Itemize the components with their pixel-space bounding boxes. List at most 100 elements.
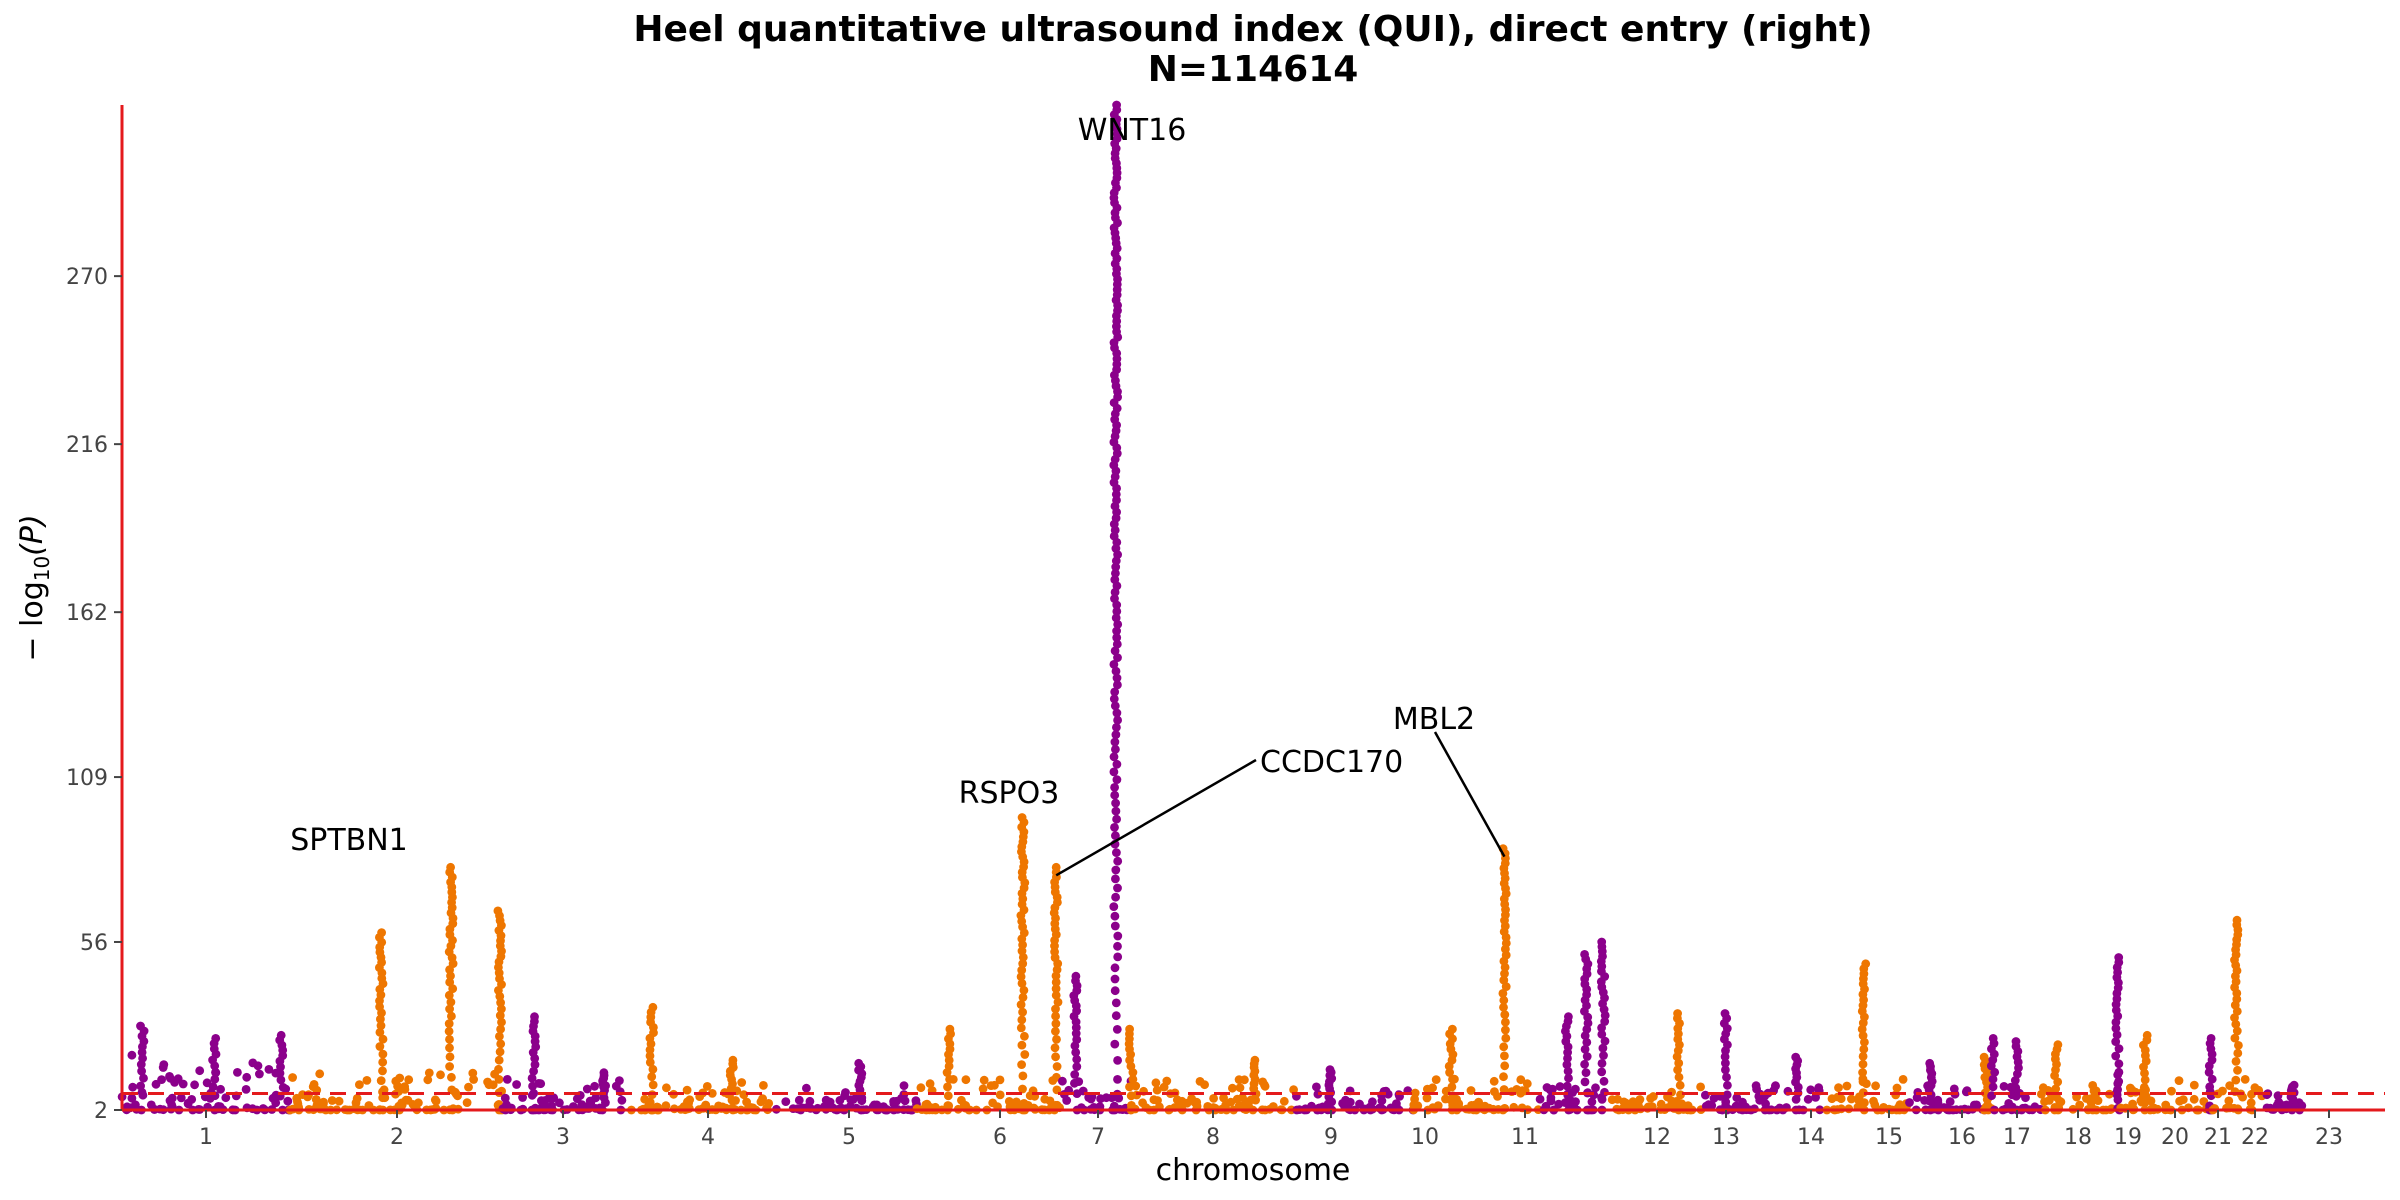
snp-point — [1548, 1084, 1557, 1094]
snp-point — [2232, 1026, 2242, 1036]
chromosome-4-points — [627, 1002, 774, 1115]
snp-point — [1070, 1078, 1079, 1088]
snp-point — [2053, 1040, 2063, 1050]
x-axis-label: chromosome — [1156, 1153, 1351, 1188]
snp-point — [1112, 626, 1121, 636]
snp-point — [1500, 1051, 1509, 1061]
snp-point — [1861, 959, 1871, 969]
snp-point — [2230, 1033, 2240, 1043]
snp-point — [484, 1080, 494, 1090]
snp-point — [892, 1096, 901, 1106]
snp-point — [512, 1080, 521, 1089]
snp-point — [1859, 1044, 1869, 1054]
x-tick-label: 5 — [842, 1125, 856, 1150]
snp-point — [1945, 1097, 1955, 1107]
snp-point — [445, 1043, 454, 1053]
snp-point — [1499, 1042, 1509, 1052]
snp-point — [1113, 931, 1123, 941]
snp-point — [1752, 1084, 1761, 1094]
x-tick-label: 12 — [1643, 1125, 1671, 1150]
snp-point — [1580, 1059, 1589, 1069]
snp-point — [288, 1073, 297, 1082]
snp-point — [139, 1073, 148, 1083]
snp-point — [2011, 1083, 2021, 1093]
snp-point — [899, 1081, 909, 1090]
snp-point — [1045, 1096, 1055, 1106]
snp-point — [1972, 1100, 1981, 1110]
snp-point — [2086, 1098, 2096, 1107]
x-tick-label: 23 — [2315, 1125, 2343, 1150]
snp-point — [590, 1081, 599, 1091]
snp-point — [1377, 1096, 1387, 1106]
snp-point — [264, 1065, 274, 1074]
snp-point — [1988, 1082, 1998, 1092]
snp-point — [979, 1075, 989, 1085]
snp-point — [146, 1100, 156, 1110]
snp-point — [1018, 959, 1028, 968]
snp-point — [1111, 865, 1121, 875]
snp-point — [1017, 1060, 1026, 1069]
snp-point — [1448, 1074, 1457, 1084]
snp-point — [1250, 1055, 1260, 1065]
snp-point — [1905, 1098, 1914, 1107]
snp-point — [1112, 708, 1122, 718]
snp-point — [158, 1063, 168, 1072]
snp-point — [872, 1100, 882, 1110]
snp-point — [494, 1075, 504, 1084]
snp-point — [1111, 806, 1121, 816]
snp-point — [1258, 1077, 1268, 1087]
snp-point — [1240, 1075, 1249, 1085]
snp-point — [1110, 737, 1120, 747]
snp-point — [1072, 1054, 1082, 1064]
snp-point — [1858, 1052, 1868, 1061]
snp-point — [1053, 997, 1063, 1007]
snp-point — [276, 1075, 286, 1085]
snp-point — [1431, 1075, 1441, 1084]
snp-point — [468, 1068, 478, 1078]
snp-point — [1051, 862, 1061, 872]
snp-point — [1701, 1090, 1710, 1100]
snp-point — [190, 1080, 200, 1090]
snp-point — [1110, 974, 1120, 984]
snp-point — [1512, 1085, 1522, 1094]
snp-point — [362, 1076, 372, 1085]
snp-point — [1564, 1012, 1573, 1022]
snp-point — [1114, 1093, 1124, 1103]
y-tick-label: 162 — [66, 601, 108, 626]
x-axis-ticks: 1 2 3 4 5 6 7 8 9 10 11 12 13 14 15 16 17 18 19 20 21 22 23 — [199, 1110, 2343, 1150]
snp-point — [1581, 1068, 1591, 1077]
snp-point — [617, 1095, 627, 1105]
snp-point — [961, 1075, 971, 1085]
snp-point — [1125, 1024, 1134, 1034]
snp-point — [2178, 1095, 2188, 1104]
snp-point — [1562, 1081, 1572, 1091]
chromosome-1-points — [117, 1021, 294, 1115]
snp-point — [1313, 1089, 1323, 1099]
snp-point — [995, 1090, 1005, 1100]
snp-point — [530, 1060, 540, 1069]
snp-point — [1448, 1024, 1457, 1034]
snp-point — [1111, 831, 1120, 841]
snp-point — [1113, 883, 1122, 893]
snp-point — [781, 1097, 791, 1106]
snp-point — [447, 1011, 456, 1021]
snp-point — [1649, 1092, 1658, 1101]
snp-point — [495, 1047, 505, 1057]
gene-label-ccdc170: CCDC170 — [1260, 745, 1403, 780]
y-tick-label: 56 — [80, 931, 108, 956]
snp-point — [1113, 941, 1122, 951]
snp-point — [1052, 1062, 1062, 1071]
snp-point — [1113, 1075, 1122, 1084]
snp-point — [645, 1051, 655, 1061]
snp-point — [1018, 1084, 1027, 1094]
snp-point — [1696, 1082, 1705, 1092]
snp-point — [2051, 1084, 2061, 1094]
snp-point — [1701, 1101, 1711, 1111]
snp-point — [2037, 1089, 2046, 1099]
snp-point — [1017, 813, 1027, 822]
snp-point — [136, 1021, 145, 1031]
snp-point — [210, 1074, 220, 1084]
snp-point — [707, 1089, 717, 1098]
snp-point — [1111, 998, 1121, 1008]
